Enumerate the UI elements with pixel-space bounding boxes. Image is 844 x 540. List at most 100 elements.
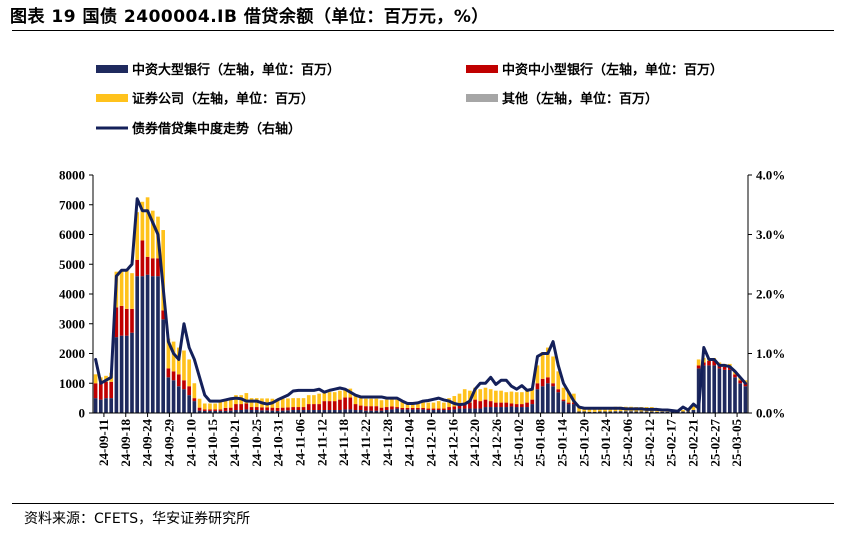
bar-small_bank-15 bbox=[171, 371, 176, 381]
bar-small_bank-30 bbox=[249, 407, 254, 411]
x-tick-label: 24-10-25 bbox=[249, 419, 264, 467]
bar-large_bank-74 bbox=[478, 408, 483, 413]
bar-large_bank-124 bbox=[738, 383, 743, 413]
bar-small_bank-90 bbox=[561, 399, 566, 402]
bar-small_bank-10 bbox=[145, 256, 150, 275]
x-tick-label: 24-09-18 bbox=[118, 419, 133, 467]
bar-large_bank-73 bbox=[473, 408, 477, 413]
bar-small_bank-47 bbox=[338, 399, 342, 411]
bar-securities-56 bbox=[384, 399, 389, 408]
bar-large_bank-8 bbox=[135, 276, 140, 413]
bar-small_bank-46 bbox=[332, 401, 337, 411]
bar-large_bank-42 bbox=[312, 410, 316, 413]
bar-small_bank-81 bbox=[514, 404, 519, 408]
bar-small_bank-28 bbox=[239, 404, 243, 411]
bar-large_bank-21 bbox=[202, 410, 207, 413]
bar-large_bank-4 bbox=[114, 337, 119, 413]
bar-securities-62 bbox=[416, 401, 420, 408]
legend-label-trend: 债券借贷集中度走势（右轴） bbox=[132, 121, 301, 137]
bar-securities-78 bbox=[499, 390, 503, 403]
bar-securities-7 bbox=[130, 273, 134, 309]
bar-small_bank-118 bbox=[707, 360, 711, 366]
bar-large_bank-56 bbox=[384, 410, 389, 413]
bar-securities-58 bbox=[395, 399, 399, 408]
bar-small_bank-34 bbox=[270, 407, 275, 411]
x-tick-label: 24-12-10 bbox=[423, 419, 438, 467]
bar-large_bank-66 bbox=[436, 410, 441, 413]
right-tick-label: 1.0% bbox=[756, 346, 785, 361]
bar-large_bank-58 bbox=[395, 408, 399, 413]
bar-large_bank-69 bbox=[452, 409, 457, 413]
bar-securities-23 bbox=[213, 403, 217, 410]
bar-securities-41 bbox=[306, 395, 311, 405]
bar-small_bank-50 bbox=[353, 404, 358, 411]
bar-securities-0 bbox=[93, 374, 98, 384]
x-tick-label: 25-02-21 bbox=[685, 419, 700, 467]
bar-large_bank-106 bbox=[644, 411, 649, 413]
bar-small_bank-51 bbox=[358, 405, 363, 411]
x-tick-label: 24-12-20 bbox=[467, 419, 482, 467]
bar-small_bank-88 bbox=[551, 383, 555, 387]
bar-small_bank-58 bbox=[395, 407, 399, 409]
bar-securities-47 bbox=[338, 390, 342, 400]
bar-securities-65 bbox=[431, 402, 436, 409]
bar-large_bank-54 bbox=[374, 410, 379, 413]
bar-securities-45 bbox=[327, 392, 332, 402]
bar-large_bank-108 bbox=[655, 411, 659, 413]
bar-large_bank-7 bbox=[130, 332, 134, 413]
left-tick-label: 8000 bbox=[59, 168, 85, 183]
bar-large_bank-51 bbox=[358, 410, 363, 413]
footer-divider bbox=[12, 503, 834, 504]
bar-securities-54 bbox=[374, 398, 379, 407]
trend-line bbox=[94, 197, 747, 413]
x-tick-label: 25-02-27 bbox=[707, 419, 722, 467]
bar-large_bank-101 bbox=[618, 411, 623, 413]
bar-securities-53 bbox=[369, 398, 373, 407]
chart-legend: 中资大型银行（左轴，单位：百万） 中资中小型银行（左轴，单位：百万） 证券公司（左轴… bbox=[96, 62, 723, 137]
bar-securities-38 bbox=[291, 398, 295, 408]
bar-small_bank-64 bbox=[426, 408, 431, 411]
bar-securities-69 bbox=[452, 396, 457, 407]
bar-small_bank-116 bbox=[696, 365, 701, 369]
bar-securities-20 bbox=[197, 398, 202, 408]
bar-large_bank-59 bbox=[400, 409, 405, 413]
bar-small_bank-27 bbox=[234, 404, 238, 411]
bar-small_bank-70 bbox=[457, 404, 462, 409]
bar-large_bank-52 bbox=[364, 410, 368, 413]
bar-large_bank-26 bbox=[228, 410, 233, 413]
bar-large_bank-85 bbox=[535, 389, 540, 413]
bar-securities-63 bbox=[421, 401, 425, 408]
bar-small_bank-66 bbox=[436, 408, 441, 411]
title-divider bbox=[12, 30, 834, 31]
bar-large_bank-89 bbox=[556, 392, 561, 413]
bar-large_bank-91 bbox=[566, 404, 571, 413]
bar-large_bank-90 bbox=[561, 401, 566, 413]
bar-securities-64 bbox=[426, 402, 431, 409]
x-tick-label: 24-12-04 bbox=[402, 419, 417, 467]
bar-large_bank-81 bbox=[514, 407, 519, 413]
bar-securities-48 bbox=[343, 388, 347, 398]
bar-small_bank-1 bbox=[98, 383, 103, 400]
bar-large_bank-110 bbox=[665, 411, 670, 413]
bar-small_bank-26 bbox=[228, 407, 233, 411]
bar-large_bank-31 bbox=[254, 410, 259, 413]
bar-securities-66 bbox=[436, 401, 441, 409]
bar-small_bank-20 bbox=[197, 407, 202, 411]
bar-large_bank-53 bbox=[369, 410, 373, 413]
bar-large_bank-24 bbox=[218, 410, 223, 413]
bar-securities-85 bbox=[535, 365, 540, 384]
x-tick-label: 24-11-22 bbox=[358, 419, 373, 466]
bar-small_bank-7 bbox=[130, 308, 134, 333]
bar-securities-74 bbox=[478, 389, 483, 402]
bar-securities-70 bbox=[457, 393, 462, 405]
bar-securities-73 bbox=[473, 387, 477, 400]
x-tick-label: 24-11-18 bbox=[336, 419, 351, 466]
bar-large_bank-19 bbox=[192, 401, 197, 413]
bar-small_bank-87 bbox=[546, 377, 550, 384]
bar-large_bank-86 bbox=[540, 386, 545, 413]
bar-small_bank-121 bbox=[722, 366, 727, 370]
bar-large_bank-39 bbox=[296, 410, 301, 413]
x-tick-label: 25-02-06 bbox=[620, 419, 635, 467]
bar-small_bank-80 bbox=[509, 403, 514, 407]
x-tick-label: 25-01-08 bbox=[533, 419, 548, 467]
